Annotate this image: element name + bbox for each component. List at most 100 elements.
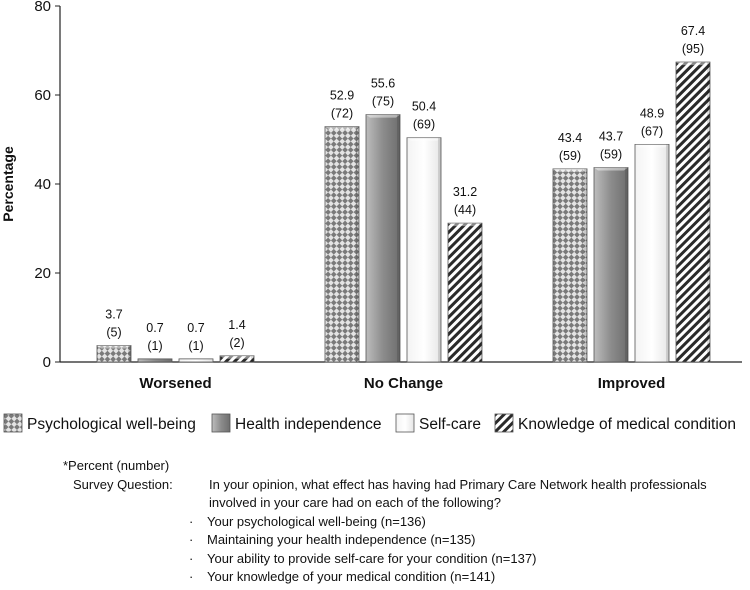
list-item: · Maintaining your health independence (n… — [189, 531, 739, 550]
legend-label: Self-care — [419, 416, 481, 433]
bar-body — [675, 61, 711, 363]
data-label-count: (59) — [559, 149, 581, 163]
bar-body — [324, 126, 360, 363]
legend-label: Knowledge of medical condition — [518, 416, 736, 433]
legend-item: Self-care — [395, 413, 481, 433]
bar-body — [219, 355, 255, 363]
data-label-value: 43.4 — [558, 131, 582, 145]
bar-shade — [438, 137, 441, 362]
y-tick-label: 0 — [43, 354, 51, 371]
bullet-icon: · — [189, 532, 194, 547]
data-label-count: (2) — [229, 336, 244, 350]
data-label-count: (44) — [454, 203, 476, 217]
bar-shade — [397, 114, 400, 362]
data-label-value: 50.4 — [412, 100, 436, 114]
bar — [96, 345, 132, 363]
bar-shade — [666, 144, 669, 362]
legend-item: Knowledge of medical condition — [494, 413, 736, 433]
list-item: · Your knowledge of your medical conditio… — [189, 568, 739, 587]
legend-swatch — [395, 413, 415, 433]
percent-note: *Percent (number) — [63, 458, 170, 473]
data-label-value: 0.7 — [146, 321, 163, 335]
bullet-icon: · — [189, 569, 194, 584]
bullet-icon: · — [189, 513, 194, 529]
bar-body — [178, 358, 214, 363]
y-tick-label: 20 — [34, 265, 51, 282]
legend-label: Health independence — [235, 416, 382, 433]
bar-bevel — [325, 126, 359, 130]
bar-shade — [707, 62, 710, 362]
bar — [406, 137, 442, 363]
bar-shade — [128, 345, 131, 362]
y-tick-label: 80 — [34, 0, 51, 15]
list-item: · Your ability to provide self-care for y… — [189, 550, 739, 569]
bullet-list: · Your psychological well-being (n=136) ·… — [189, 513, 739, 587]
legend-swatch — [211, 413, 231, 433]
data-label-count: (1) — [147, 339, 162, 353]
data-label-count: (1) — [188, 339, 203, 353]
bar — [634, 143, 670, 363]
bar-shade — [625, 167, 628, 362]
y-axis-label: Percentage — [0, 146, 16, 222]
data-label-value: 67.4 — [681, 24, 705, 38]
axes: 0 20 40 60 80 Percentage Worsened No Change Impr… — [0, 0, 742, 392]
y-tick-label: 60 — [34, 87, 51, 104]
bar — [675, 61, 711, 363]
legend-item: Health independence — [211, 413, 382, 433]
data-label-count: (59) — [600, 148, 622, 162]
question-label: Survey Question: — [73, 476, 173, 492]
x-tick-label: No Change — [364, 375, 443, 392]
bar-bevel — [553, 168, 587, 172]
bar-body — [96, 345, 132, 363]
x-tick-label: Worsened — [139, 375, 211, 392]
bars — [96, 61, 711, 363]
data-label-value: 55.6 — [371, 77, 395, 91]
bar-body — [406, 137, 442, 363]
bar — [137, 358, 173, 363]
bar — [178, 358, 214, 363]
legend-label: Psychological well-being — [27, 416, 196, 433]
data-label-count: (67) — [641, 124, 663, 138]
bar-shade — [356, 126, 359, 362]
bar-body — [365, 114, 401, 363]
data-label-value: 0.7 — [187, 321, 204, 335]
data-label-count: (5) — [106, 326, 121, 340]
data-label-value: 48.9 — [640, 106, 664, 120]
bar-bevel — [97, 345, 131, 349]
bar-bevel — [407, 137, 441, 141]
data-label-count: (69) — [413, 118, 435, 132]
data-label-value: 52.9 — [330, 89, 354, 103]
data-label-value: 43.7 — [599, 130, 623, 144]
bar — [552, 168, 588, 363]
question-text: In your opinion, what effect has having … — [209, 476, 707, 511]
bar-shade — [251, 355, 254, 362]
bar — [365, 114, 401, 363]
bar-body — [634, 143, 670, 363]
bar-bevel — [366, 114, 400, 118]
list-item: · Your psychological well-being (n=136) — [189, 513, 739, 532]
bar-body — [593, 167, 629, 363]
bar-body — [552, 168, 588, 363]
bar-bevel — [594, 167, 628, 171]
data-label-count: (72) — [331, 107, 353, 121]
bar-bevel — [220, 355, 254, 359]
bar-bevel — [448, 223, 482, 227]
bar-bevel — [676, 62, 710, 66]
data-label-count: (75) — [372, 95, 394, 109]
bar-bevel — [635, 144, 669, 148]
data-label-count: (95) — [682, 42, 704, 56]
bar — [324, 126, 360, 363]
bar — [219, 355, 255, 363]
bar-body — [137, 358, 173, 363]
y-tick-label: 40 — [34, 176, 51, 193]
legend-item: Psychological well-being — [3, 413, 196, 433]
legend: Psychological well-being Health independe… — [3, 413, 736, 433]
legend-swatch — [494, 413, 514, 433]
x-tick-label: Improved — [598, 375, 666, 392]
legend-swatch — [3, 413, 23, 433]
bar-shade — [479, 223, 482, 362]
notes: *Percent (number) Survey Question: In you… — [63, 457, 739, 587]
bar-shade — [584, 168, 587, 362]
bullet-icon: · — [189, 550, 194, 566]
bar — [447, 222, 483, 363]
